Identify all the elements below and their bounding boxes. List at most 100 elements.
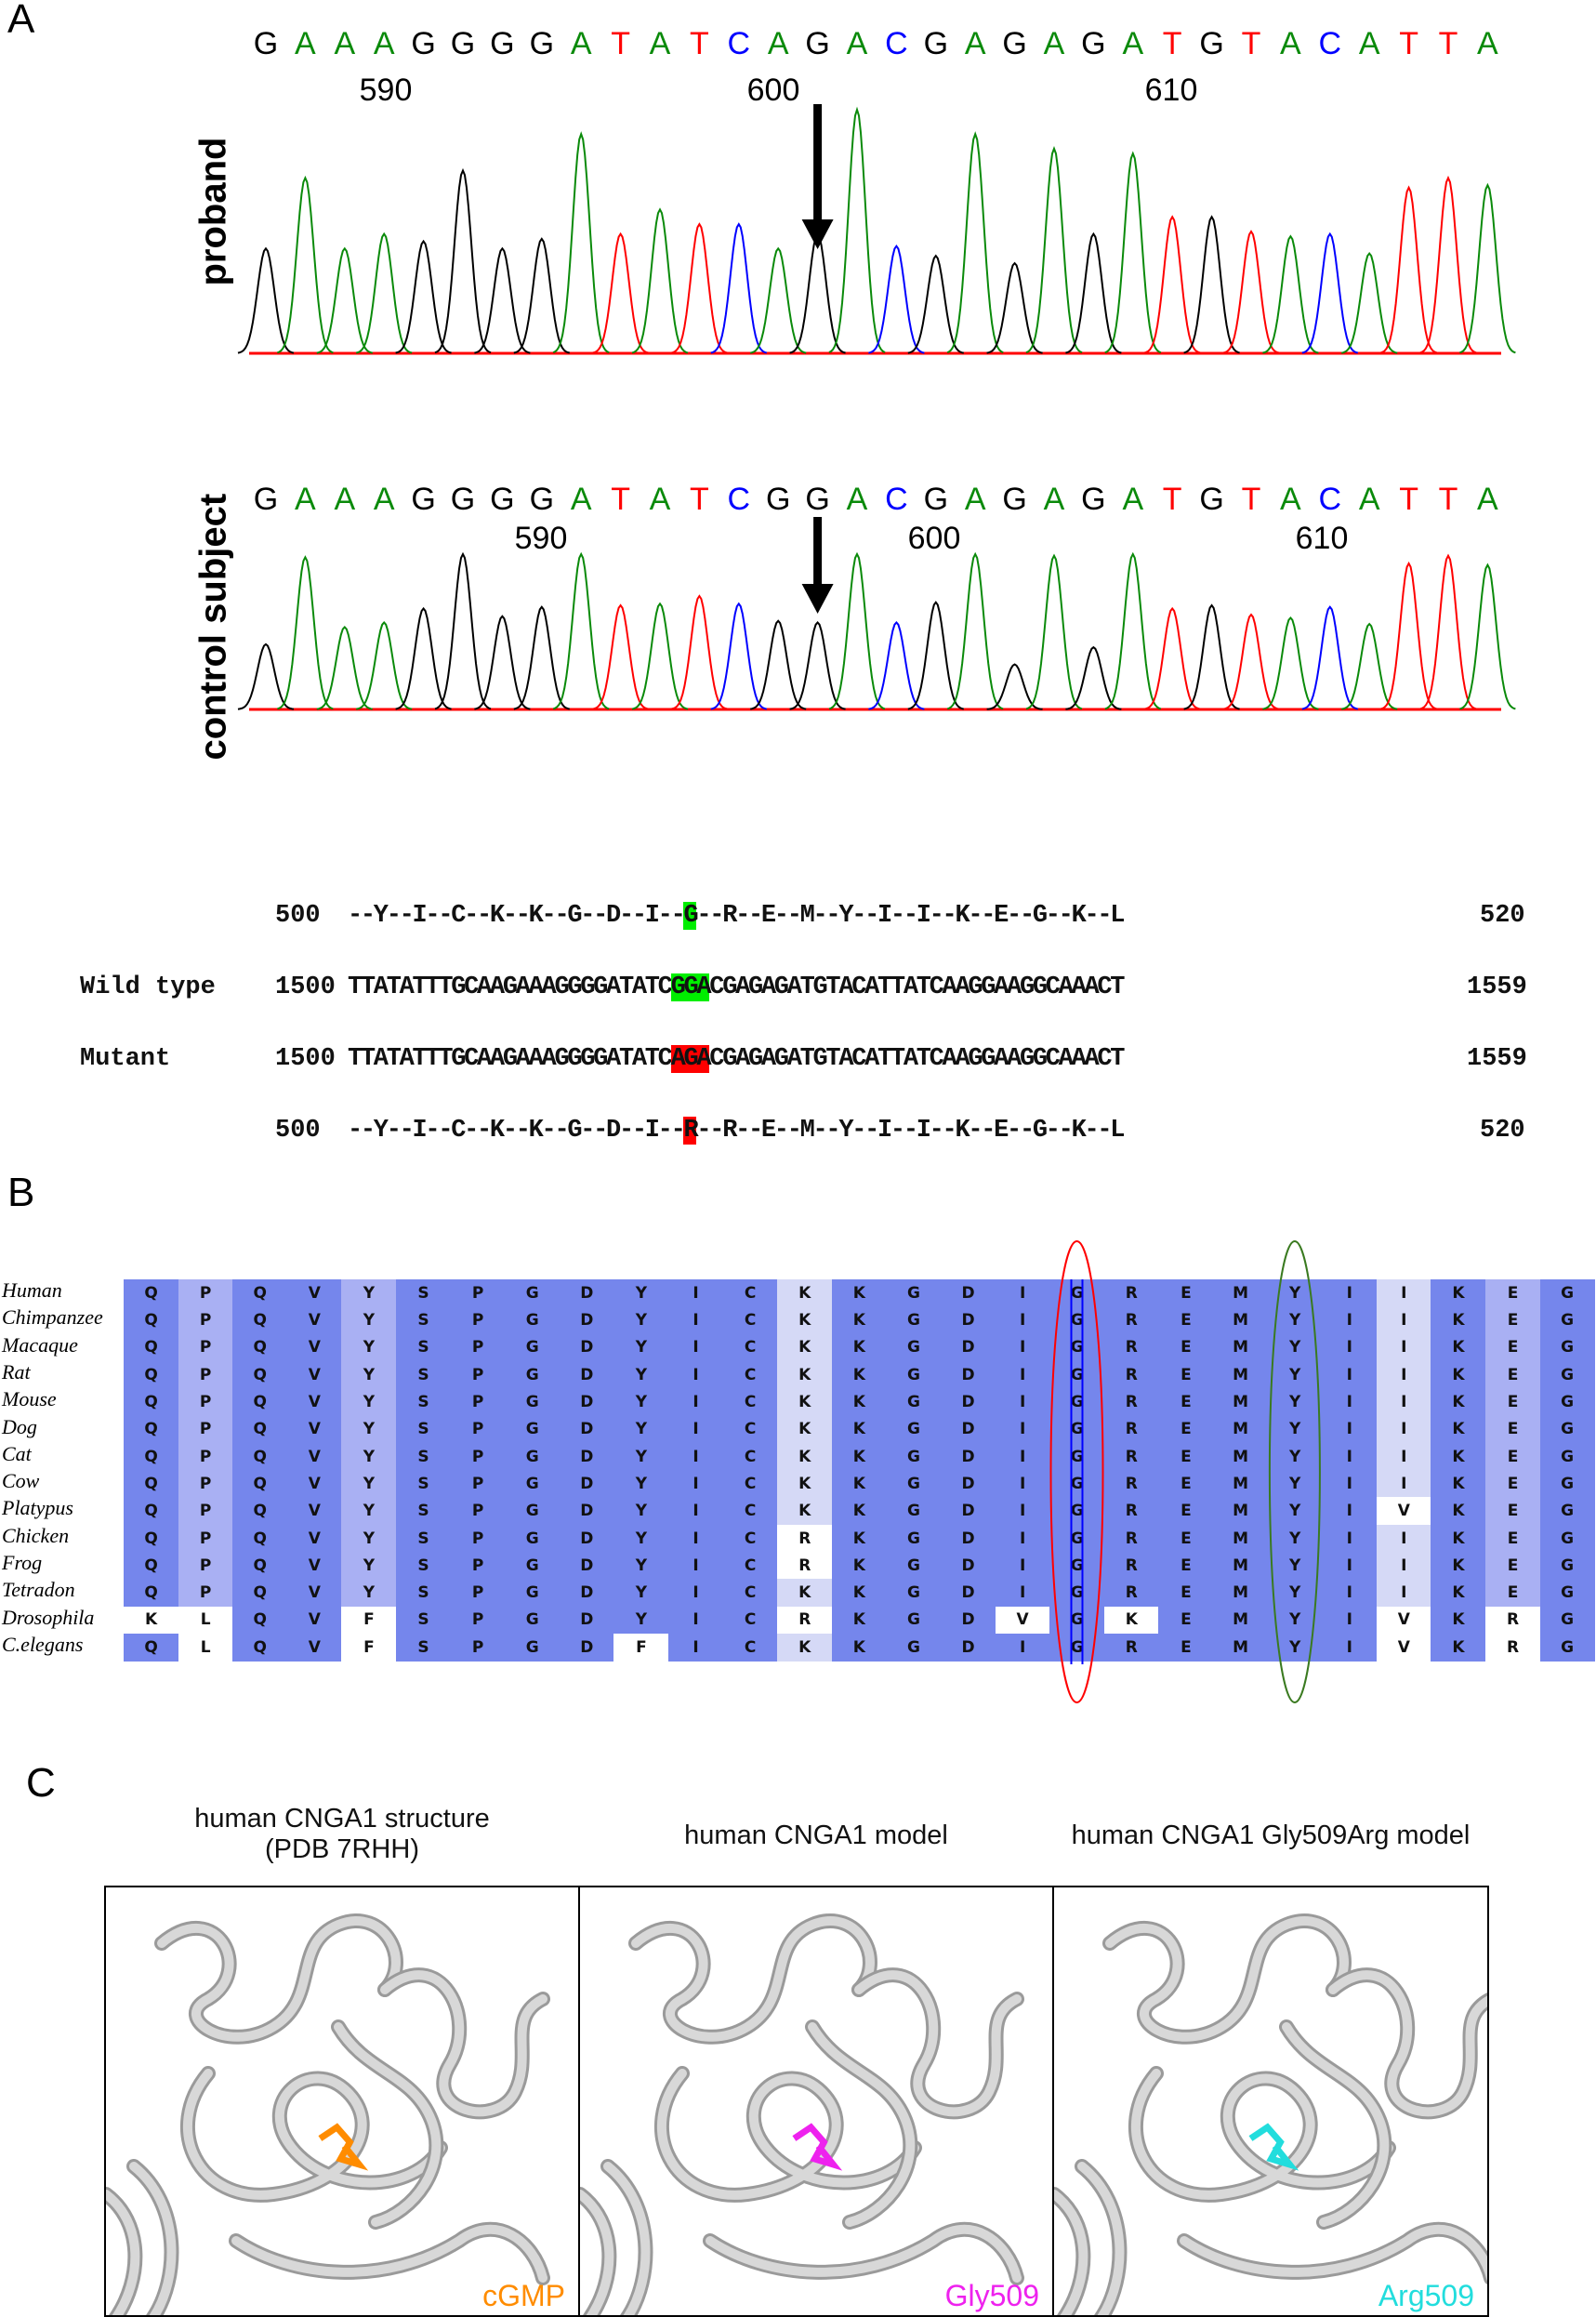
- alignment-cell: D: [941, 1497, 996, 1526]
- alignment-cell: D: [559, 1442, 614, 1471]
- control-peak: [474, 615, 531, 710]
- alignment-cell: E: [1485, 1442, 1541, 1471]
- alignment-cell: C: [722, 1360, 778, 1389]
- alignment-cell: V: [286, 1279, 342, 1307]
- alignment-cell: D: [559, 1579, 614, 1608]
- ribbon-segment: [334, 2022, 442, 2227]
- alignment-cell: R: [1103, 1306, 1159, 1335]
- alignment-cell: P: [178, 1497, 233, 1526]
- proband-base-letter: A: [1280, 26, 1301, 61]
- proband-peak: [434, 167, 492, 354]
- alignment-cell: Q: [124, 1633, 179, 1662]
- alignment-cell: I: [1322, 1552, 1378, 1580]
- control-base-letter: A: [1477, 482, 1498, 517]
- control-peak: [671, 594, 728, 710]
- alignment-cell: S: [396, 1470, 452, 1498]
- alignment-cell: G: [886, 1415, 942, 1444]
- proband-base-letter: C: [728, 26, 751, 61]
- alignment-cell: G: [505, 1524, 561, 1553]
- control-base-letter: G: [1081, 482, 1105, 517]
- alignment-cell: G: [886, 1388, 942, 1416]
- ribbon-segment: [808, 2022, 916, 2227]
- proband-peak: [868, 244, 925, 354]
- alignment-cell: C: [722, 1279, 778, 1307]
- alignment-cell: V: [286, 1306, 342, 1335]
- control-peak: [1419, 553, 1477, 710]
- alignment-cell: D: [559, 1388, 614, 1416]
- ligand-label: Gly509: [944, 2279, 1039, 2312]
- control-peak: [434, 551, 492, 710]
- alignment-cell: D: [559, 1415, 614, 1444]
- proband-base-letter: T: [1242, 26, 1261, 61]
- ribbon-segment: [706, 2224, 1022, 2283]
- proband-base-letter: A: [847, 26, 868, 61]
- alignment-cell: I: [668, 1633, 724, 1662]
- alignment-cell: V: [286, 1524, 342, 1553]
- alignment-cell: Y: [1267, 1333, 1323, 1362]
- alignment-cell: K: [1431, 1524, 1486, 1553]
- species-label: Rat: [2, 1359, 31, 1384]
- alignment-cell: I: [1376, 1524, 1431, 1553]
- alignment-cell: Y: [1267, 1470, 1323, 1498]
- alignment-cell: C: [722, 1579, 778, 1608]
- alignment-cell: V: [286, 1360, 342, 1389]
- proband-base-letter: A: [1044, 26, 1065, 61]
- alignment-cell: R: [1103, 1442, 1159, 1471]
- alignment-cell: P: [450, 1552, 506, 1580]
- alignment-cell: G: [505, 1579, 561, 1608]
- protein_wt-end: 520: [1480, 902, 1525, 930]
- alignment-cell: P: [178, 1552, 233, 1580]
- alignment-cell: I: [1322, 1388, 1378, 1416]
- alignment-cell: G: [1539, 1442, 1595, 1471]
- alignment-cell: I: [1322, 1470, 1378, 1498]
- proband-peak: [1262, 234, 1319, 354]
- alignment-cell: I: [668, 1442, 724, 1471]
- alignment-cell: I: [668, 1388, 724, 1416]
- control-peak: [1380, 561, 1437, 710]
- alignment-cell: C: [722, 1497, 778, 1526]
- alignment-cell: G: [505, 1388, 561, 1416]
- proband-base-letter: A: [571, 26, 592, 61]
- alignment-cell: C: [722, 1524, 778, 1553]
- ligand-sticks: [792, 2123, 843, 2171]
- alignment-cell: I: [1376, 1442, 1431, 1471]
- proband-base-letter: G: [451, 26, 475, 61]
- proband-base-letter: A: [1359, 26, 1380, 61]
- dna_mut-label: Mutant: [80, 1045, 171, 1073]
- control-peak: [1301, 605, 1359, 710]
- alignment-cell: Q: [124, 1333, 179, 1362]
- alignment-cell: I: [1322, 1333, 1378, 1362]
- ribbon-segment: [1105, 1916, 1349, 2042]
- alignment-cell: K: [1431, 1470, 1486, 1498]
- alignment-cell: G: [1049, 1360, 1105, 1389]
- alignment-cell: G: [886, 1360, 942, 1389]
- alignment-cell: Y: [1267, 1279, 1323, 1307]
- control-peak: [592, 603, 649, 710]
- alignment-cell: I: [995, 1388, 1050, 1416]
- alignment-cell: G: [1539, 1306, 1595, 1335]
- control-base-letter: G: [451, 482, 475, 517]
- control-base-letter: G: [1199, 482, 1223, 517]
- ribbon-segment: [1054, 2162, 1125, 2315]
- alignment-cell: M: [1213, 1497, 1269, 1526]
- alignment-cell: K: [1431, 1279, 1486, 1307]
- proband-peak: [513, 237, 571, 354]
- protein_mut-end: 520: [1480, 1117, 1525, 1145]
- alignment-cell: R: [1103, 1415, 1159, 1444]
- ribbon-segment: [1282, 2022, 1390, 2227]
- structure-view: Gly509: [578, 1886, 1054, 2317]
- control-peak: [907, 601, 965, 710]
- alignment-cell: I: [668, 1360, 724, 1389]
- control-base-letter: G: [766, 482, 790, 517]
- alignment-cell: Y: [341, 1388, 397, 1416]
- alignment-cell: D: [941, 1552, 996, 1580]
- ribbon-segment: [580, 2162, 651, 2315]
- alignment-cell: Y: [1267, 1388, 1323, 1416]
- alignment-cell: R: [777, 1524, 833, 1553]
- alignment-cell: D: [941, 1633, 996, 1662]
- alignment-cell: G: [1539, 1333, 1595, 1362]
- alignment-cell: C: [722, 1442, 778, 1471]
- alignment-cell: G: [1049, 1442, 1105, 1471]
- alignment-cell: Y: [341, 1552, 397, 1580]
- alignment-cell: G: [505, 1333, 561, 1362]
